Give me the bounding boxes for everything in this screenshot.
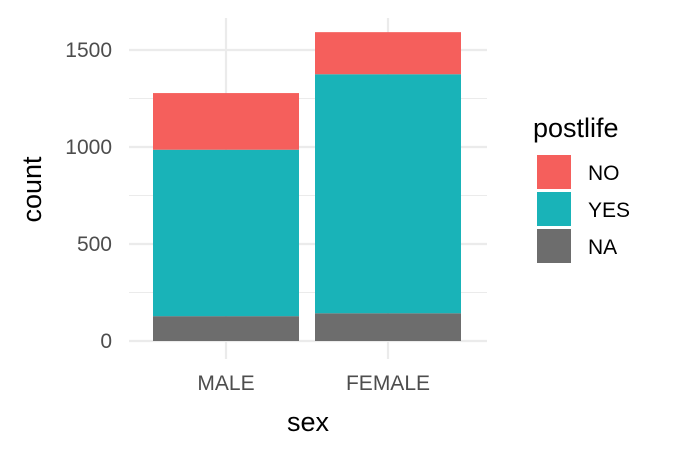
bar-male-yes: [153, 149, 299, 317]
bar-female-yes: [315, 74, 461, 314]
legend: postlife NO YES NA: [533, 113, 630, 263]
x-tick-label: MALE: [197, 372, 254, 395]
legend-title: postlife: [533, 113, 619, 143]
y-axis-ticks: 0 500 1000 1500: [65, 39, 112, 353]
bar-male-na: [153, 316, 299, 341]
bars: [153, 32, 461, 341]
y-tick-label: 500: [77, 233, 112, 256]
legend-key-no: [537, 155, 571, 189]
bar-male-no: [153, 93, 299, 150]
y-tick-label: 1500: [65, 39, 112, 62]
x-tick-label: FEMALE: [346, 372, 430, 395]
x-axis-ticks: MALE FEMALE: [197, 372, 430, 395]
legend-key-yes: [537, 192, 571, 226]
bar-female-na: [315, 313, 461, 341]
legend-label-na: NA: [588, 236, 617, 259]
y-tick-label: 1000: [65, 136, 112, 159]
legend-label-no: NO: [588, 162, 620, 185]
y-axis-title: count: [17, 156, 47, 223]
x-axis-title: sex: [287, 407, 330, 437]
bar-female-no: [315, 32, 461, 75]
legend-label-yes: YES: [588, 199, 630, 222]
legend-key-na: [537, 229, 571, 263]
y-tick-label: 0: [100, 330, 112, 353]
